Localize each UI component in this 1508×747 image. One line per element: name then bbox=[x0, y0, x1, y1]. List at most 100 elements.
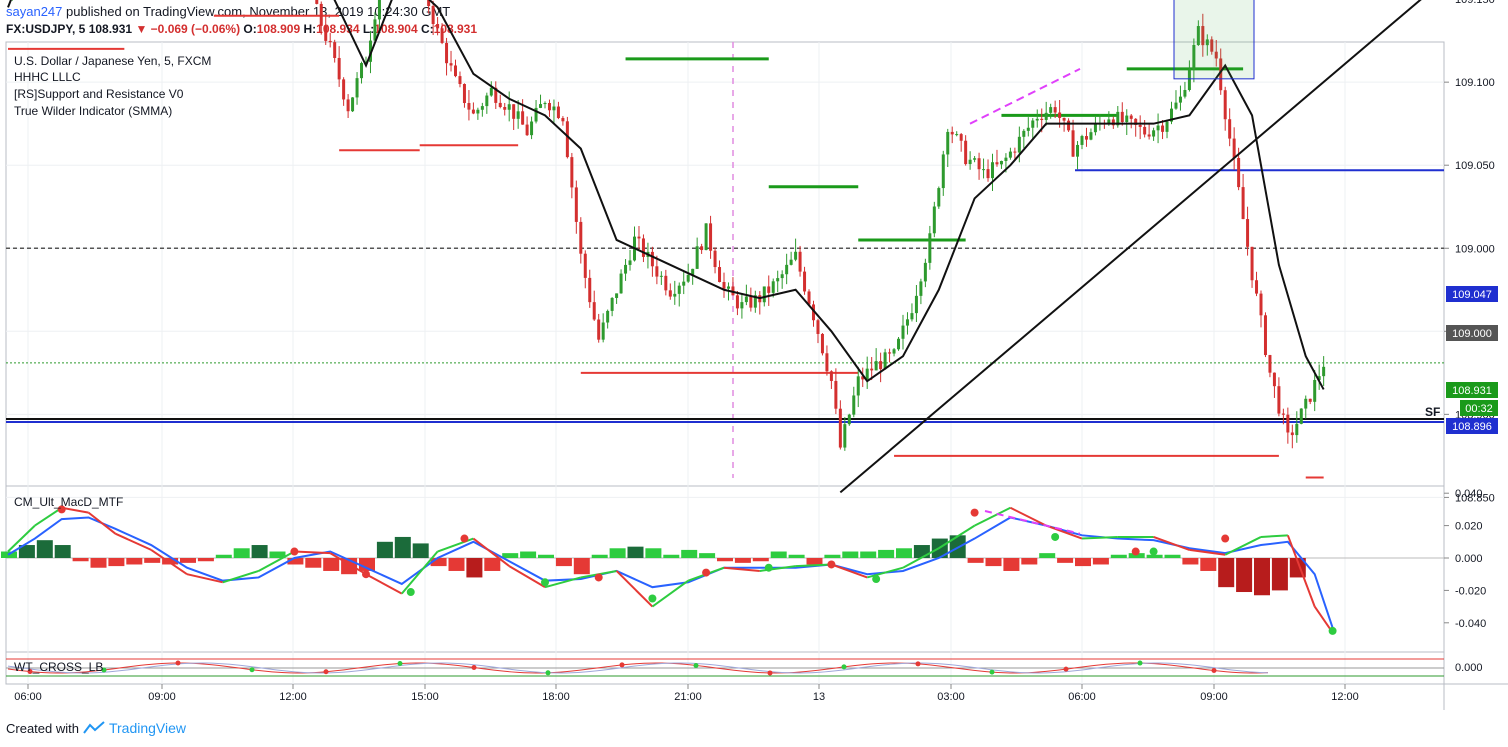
macd-histogram-bar bbox=[197, 558, 214, 562]
macd-histogram-bar bbox=[555, 558, 572, 567]
macd-line-segment bbox=[7, 524, 36, 553]
candle-body bbox=[919, 281, 923, 296]
badge-current-bg bbox=[1446, 382, 1498, 398]
macd-histogram-bar bbox=[1146, 554, 1163, 558]
tradingview-brand[interactable]: TradingView bbox=[108, 720, 187, 736]
candle-body bbox=[1210, 39, 1214, 52]
candle-body bbox=[905, 319, 909, 326]
macd-line-segment bbox=[258, 550, 295, 572]
candle-body bbox=[610, 297, 614, 311]
wt-cross-dot bbox=[767, 670, 773, 676]
macd-histogram-bar bbox=[1003, 558, 1020, 571]
macd-line-segment bbox=[723, 566, 760, 572]
candle-body bbox=[337, 57, 341, 80]
macd-histogram-bar bbox=[1057, 558, 1074, 563]
wt-cross-dot bbox=[545, 670, 551, 676]
macd-line-segment bbox=[1045, 524, 1083, 540]
candle-body bbox=[373, 19, 377, 41]
macd-cross-dot bbox=[872, 575, 881, 584]
macd-histogram-bar bbox=[788, 554, 805, 558]
candle-body bbox=[762, 286, 766, 303]
macd-cross-dot bbox=[1051, 532, 1060, 541]
macd-histogram-bar bbox=[1110, 554, 1127, 558]
legend-indicator-3: True Wilder Indicator (SMMA) bbox=[14, 104, 172, 118]
macd-line-segment bbox=[186, 573, 224, 584]
macd-line-segment bbox=[150, 549, 188, 576]
macd-line-segment bbox=[902, 547, 940, 569]
macd-histogram-bar bbox=[1075, 558, 1091, 567]
candle-body bbox=[1228, 119, 1232, 139]
macd-histogram-bar bbox=[287, 558, 304, 565]
candle-body bbox=[364, 61, 368, 64]
candle-body bbox=[803, 271, 807, 292]
candle-body bbox=[449, 63, 453, 66]
candle-body bbox=[1156, 125, 1160, 131]
candle-body bbox=[319, 3, 323, 26]
macd-histogram-bar bbox=[663, 554, 680, 558]
candle-body bbox=[1107, 119, 1111, 124]
change-value: −0.069 (−0.06%) bbox=[150, 22, 241, 36]
high-label: H: bbox=[303, 22, 317, 36]
macd-histogram-bar bbox=[824, 554, 841, 558]
macd-line-segment bbox=[61, 506, 89, 514]
candle-body bbox=[1058, 112, 1062, 118]
candle-body bbox=[843, 424, 847, 448]
candle-body bbox=[749, 296, 753, 308]
candle-body bbox=[1004, 157, 1008, 161]
candle-body bbox=[1008, 151, 1012, 158]
macd-histogram-bar bbox=[752, 558, 769, 562]
candle-body bbox=[713, 250, 717, 268]
macd-pane-label: CM_Ult_MacD_MTF bbox=[14, 495, 123, 509]
macd-line-segment bbox=[1189, 548, 1226, 556]
macd-cross-dot bbox=[1328, 626, 1337, 635]
candle-body bbox=[1022, 130, 1026, 137]
price-tick-label: 108.850 bbox=[1455, 492, 1495, 504]
wt-cross-dot bbox=[619, 662, 625, 668]
candle-body bbox=[1026, 127, 1030, 131]
wt-cross-dot bbox=[323, 669, 329, 675]
macd-cross-dot bbox=[290, 547, 299, 556]
price-tick-label: 109.050 bbox=[1455, 160, 1495, 172]
created-with-label: Created with bbox=[6, 720, 79, 736]
candle-body bbox=[673, 293, 677, 297]
candle-body bbox=[780, 274, 784, 279]
badge-countdown-bg bbox=[1460, 400, 1498, 416]
macd-histogram-bar bbox=[1182, 558, 1199, 565]
candle-body bbox=[1071, 130, 1075, 157]
macd-histogram-bar bbox=[126, 558, 143, 565]
candle-body bbox=[794, 251, 798, 260]
candle-body bbox=[530, 121, 534, 136]
macd-histogram-bar bbox=[1236, 558, 1253, 593]
candle-body bbox=[735, 295, 739, 309]
candle-body bbox=[547, 102, 551, 111]
macd-tick-label: 0.020 bbox=[1455, 521, 1483, 533]
macd-signal-line bbox=[7, 516, 1334, 628]
macd-histogram-bar bbox=[591, 554, 608, 558]
candle-body bbox=[1308, 398, 1312, 402]
macd-histogram-bar bbox=[806, 558, 823, 565]
macd-histogram-bar bbox=[842, 551, 859, 558]
macd-histogram-bar bbox=[359, 558, 375, 571]
macd-line-segment bbox=[1081, 535, 1118, 540]
candle-body bbox=[471, 109, 475, 114]
macd-histogram-bar bbox=[878, 549, 895, 558]
candle-body bbox=[852, 395, 856, 415]
macd-line-segment bbox=[222, 570, 259, 584]
candle-body bbox=[324, 25, 328, 41]
candle-body bbox=[1062, 117, 1066, 121]
candle-body bbox=[937, 188, 941, 207]
candle-body bbox=[1165, 121, 1169, 132]
candle-body bbox=[695, 246, 699, 269]
candle-body bbox=[1295, 423, 1299, 436]
smma-line bbox=[7, 0, 1325, 390]
candle-body bbox=[856, 376, 860, 396]
macd-histogram-bar bbox=[1021, 558, 1038, 565]
candle-body bbox=[677, 285, 681, 294]
candle-body bbox=[1093, 123, 1097, 133]
candle-body bbox=[476, 109, 480, 114]
wt-cross-dot bbox=[1211, 668, 1217, 674]
author-link[interactable]: sayan247 bbox=[6, 4, 63, 19]
macd-histogram-bar bbox=[484, 558, 501, 571]
macd-histogram-bar bbox=[734, 558, 751, 563]
